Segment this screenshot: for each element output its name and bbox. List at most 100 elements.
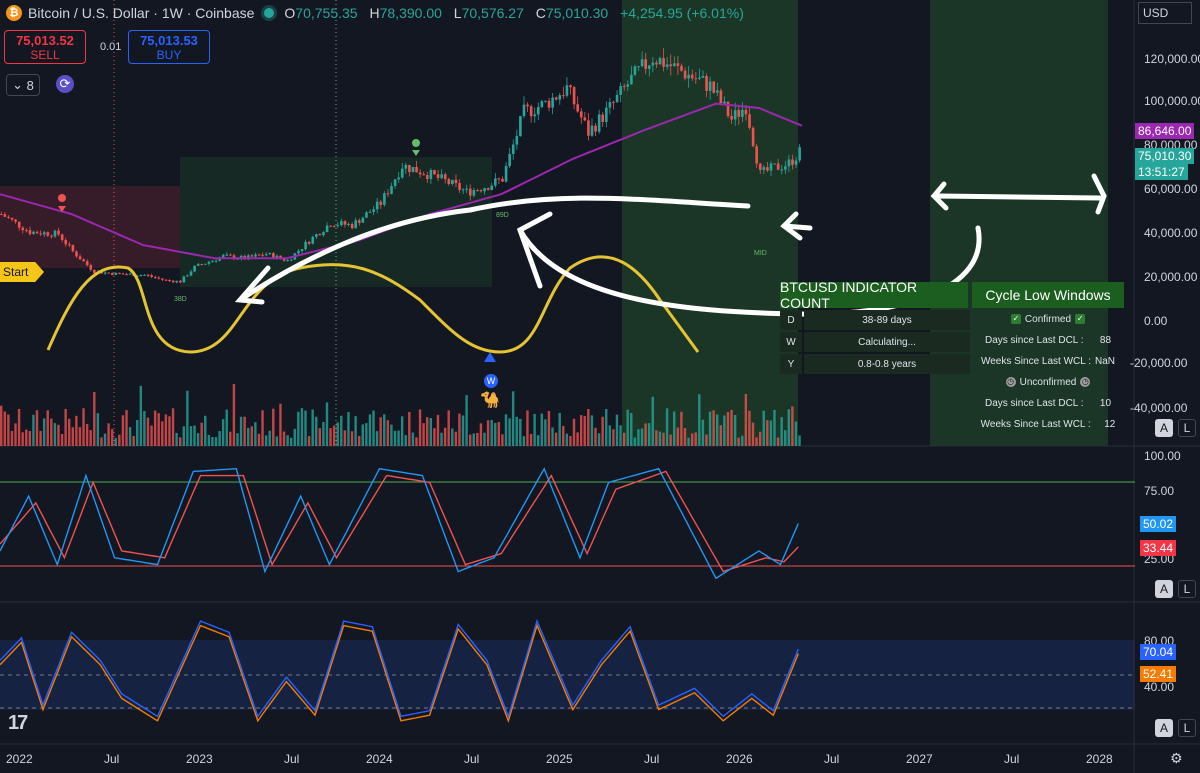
sell-button[interactable]: 75,013.52 SELL <box>4 30 86 64</box>
last-price-tag: 75,010.30 <box>1135 148 1195 164</box>
candle-body <box>28 230 32 235</box>
candle-body <box>565 85 569 96</box>
candle-body <box>483 188 486 192</box>
volume-bar <box>443 427 447 446</box>
range-arrow-drawing <box>930 173 1107 215</box>
volume-bar <box>522 436 526 446</box>
volume-bar <box>311 409 314 446</box>
candle-body <box>479 190 483 192</box>
volume-bar <box>21 432 24 446</box>
volume-bar <box>626 409 629 446</box>
candle-body <box>150 275 153 277</box>
candle-body <box>554 97 558 100</box>
candle-body <box>658 58 662 65</box>
currency-selector[interactable]: USD <box>1138 2 1192 24</box>
volume-bar <box>733 414 737 446</box>
candle-body <box>680 65 683 71</box>
volume-bar <box>472 433 475 446</box>
volume-bar <box>454 431 458 446</box>
log-scale-button[interactable]: L <box>1178 419 1196 437</box>
buy-button[interactable]: 75,013.53 BUY <box>128 30 210 64</box>
volume-bar <box>128 427 132 446</box>
price-axis-label: 120,000.00 <box>1144 52 1200 66</box>
volume-bar <box>694 432 697 446</box>
volume-bar <box>701 419 705 446</box>
osc1-blue-line <box>0 467 799 580</box>
time-axis-label: Jul <box>824 752 840 766</box>
cycle-zone <box>0 186 180 268</box>
candle-body <box>60 234 64 240</box>
candle-body <box>590 125 594 136</box>
candle-body <box>418 172 422 175</box>
volume-bar <box>247 427 250 446</box>
candle-body <box>490 185 494 190</box>
volume-bar <box>372 410 375 446</box>
volume-bar <box>365 423 368 446</box>
candle-body <box>168 279 171 281</box>
volume-bar <box>676 427 680 446</box>
candle-body <box>519 116 522 137</box>
volume-bar <box>193 425 196 446</box>
candle-body <box>221 254 225 258</box>
volume-bar <box>605 408 608 446</box>
volume-bar <box>289 437 293 446</box>
volume-bar <box>175 432 178 446</box>
volume-bar <box>35 410 39 446</box>
candle-body <box>458 183 461 190</box>
refresh-icon[interactable]: ⟳ <box>56 75 74 93</box>
volume-bar <box>544 419 547 446</box>
candle-body <box>128 273 132 275</box>
auto-scale-button[interactable]: A <box>1155 580 1173 598</box>
candle-body <box>21 227 25 231</box>
volume-bar <box>447 410 450 446</box>
time-axis-label: 2024 <box>366 752 393 766</box>
candle-body <box>225 254 229 256</box>
auto-scale-button[interactable]: A <box>1155 719 1173 737</box>
volume-bar <box>107 423 110 446</box>
candle-body <box>64 239 68 245</box>
auto-scale-button[interactable]: A <box>1155 419 1173 437</box>
candle-body <box>755 146 758 164</box>
candle-body <box>673 63 676 67</box>
candle-body <box>332 226 336 228</box>
candle-body <box>583 117 587 121</box>
volume-bar <box>451 428 454 446</box>
candle-body <box>68 244 71 246</box>
gear-icon[interactable]: ⚙ <box>1170 750 1183 766</box>
log-scale-button[interactable]: L <box>1178 580 1196 598</box>
volume-bar <box>268 430 271 446</box>
indicators-toggle[interactable]: ⌄ 8 <box>6 74 40 96</box>
tradingview-logo: 17 <box>8 712 28 734</box>
volume-bar <box>440 432 443 446</box>
candle-body <box>630 74 633 85</box>
volume-bar <box>590 415 594 446</box>
volume-bar <box>508 418 511 446</box>
volume-bar <box>490 419 493 446</box>
volume-bar <box>132 435 135 446</box>
volume-bar <box>307 436 311 446</box>
volume-bar <box>229 431 232 446</box>
volume-bar <box>748 410 751 446</box>
candle-body <box>50 235 53 237</box>
time-axis-label: 2027 <box>906 752 933 766</box>
volume-bar <box>673 411 676 446</box>
candle-body <box>289 259 293 261</box>
candle-body <box>7 216 10 218</box>
candle-body <box>537 107 540 115</box>
volume-bar <box>737 437 740 446</box>
volume-bar <box>78 427 82 446</box>
volume-bar <box>429 418 432 446</box>
volume-bar <box>53 423 57 446</box>
volume-bar <box>214 437 218 446</box>
log-scale-button[interactable]: L <box>1178 719 1196 737</box>
clock-icon: ◷ <box>1005 377 1016 387</box>
volume-bar <box>125 410 128 446</box>
volume-bar <box>501 434 504 446</box>
candle-body <box>261 254 264 256</box>
candle-body <box>121 273 125 275</box>
osc1-blue-tag: 50.02 <box>1140 516 1177 532</box>
volume-bar <box>257 433 261 446</box>
table-row: W Calculating... <box>780 332 970 352</box>
candle-body <box>214 260 218 262</box>
symbol-title[interactable]: Bitcoin / U.S. Dollar · 1W · Coinbase <box>28 5 255 21</box>
